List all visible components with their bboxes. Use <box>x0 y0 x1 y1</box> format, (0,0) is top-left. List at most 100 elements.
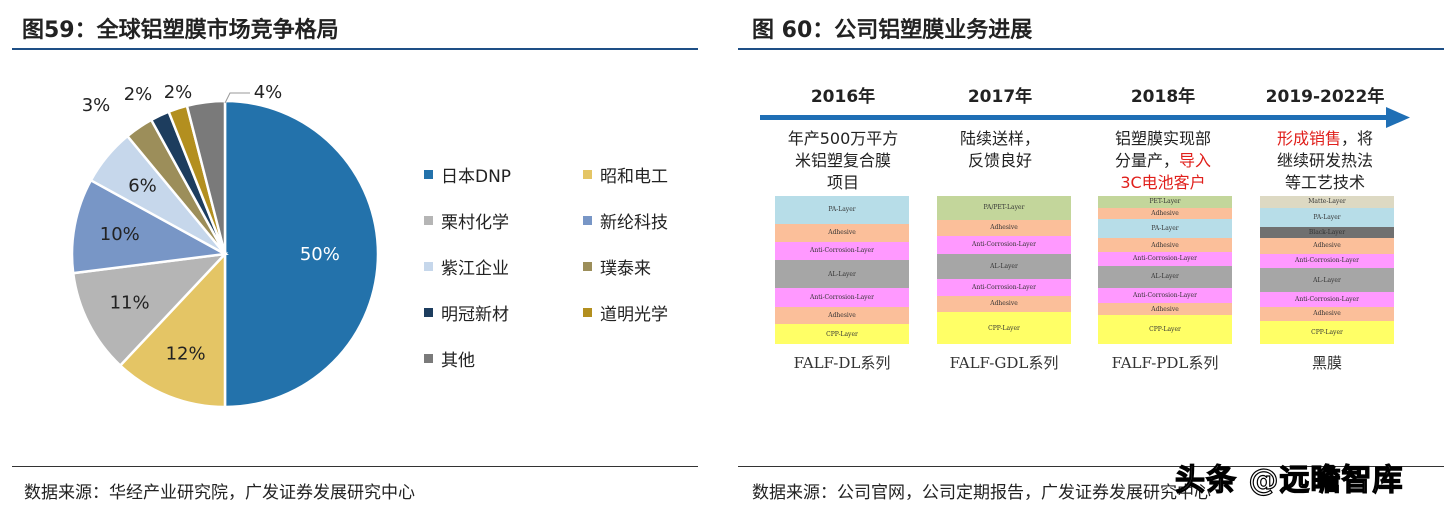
stage-description: 陆续送样， 反馈良好 <box>920 128 1080 172</box>
legend-label: 璞泰来 <box>600 259 651 279</box>
data-label: 50% <box>300 244 340 265</box>
left-panel-title: 图59：全球铝塑膜市场竞争格局 <box>22 18 339 43</box>
stage-description: 年产500万平方 米铝塑复合膜 项目 <box>763 128 923 194</box>
film-layer: CPP-Layer <box>1260 320 1394 344</box>
description-line: 3C电池客户 <box>1120 173 1206 192</box>
series-label: FALF-GDL系列 <box>949 354 1059 372</box>
film-layer: Anti-Corrosion-Layer <box>775 241 909 261</box>
stage-description: 形成销售，将 继续研发热法 等工艺技术 <box>1245 128 1405 194</box>
film-layer: Anti-Corrosion-Layer <box>775 288 909 307</box>
description-line: 年产500万平方 <box>787 129 899 148</box>
legend-label: 昭和电工 <box>600 167 668 187</box>
series-label: 黑膜 <box>1311 354 1342 372</box>
description-line: 铝塑膜实现部 <box>1114 129 1211 148</box>
layer-stack: PET-Layer Adhesive PA-Layer Adhesive Anti-Co… <box>1098 196 1232 345</box>
data-label: 10% <box>100 224 140 245</box>
film-layer: AL-Layer <box>775 260 909 289</box>
left-source-rule <box>12 466 698 467</box>
timeline-year: 2017年 <box>967 87 1033 107</box>
layer-stack: PA-Layer Adhesive Anti-Corrosion-Layer AL-L… <box>775 196 909 344</box>
data-label: 3% <box>82 95 111 116</box>
description-line: 陆续送样， <box>959 129 1040 148</box>
film-layer: AL-Layer <box>1260 268 1394 292</box>
film-layer: CPP-Layer <box>937 312 1071 344</box>
film-layer: Matte-Layer <box>1260 196 1394 208</box>
legend-item: 道明光学 <box>583 300 668 325</box>
layer-stack: PA/PET-Layer Adhesive Anti-Corrosion-Layer… <box>937 196 1071 344</box>
film-layer: AL-Layer <box>1098 265 1232 288</box>
timeline-arrow <box>760 107 1410 128</box>
legend-swatch <box>583 262 592 271</box>
description-line: 分量产，导入 <box>1114 151 1212 170</box>
series-label: FALF-PDL系列 <box>1111 354 1219 372</box>
legend-swatch <box>424 216 433 225</box>
data-label: 2% <box>164 82 193 103</box>
film-layer: PET-Layer <box>1098 196 1232 208</box>
legend-swatch <box>424 308 433 317</box>
legend-swatch <box>583 216 592 225</box>
film-layer: Anti-Corrosion-Layer <box>937 236 1071 254</box>
legend-label: 日本DNP <box>441 167 512 187</box>
legend-item: 日本DNP <box>424 162 511 187</box>
film-layer: Adhesive <box>937 295 1071 313</box>
series-label: FALF-DL系列 <box>793 354 891 372</box>
data-label: 4% <box>254 82 283 103</box>
legend-swatch <box>424 170 433 179</box>
legend-swatch <box>424 262 433 271</box>
legend-label: 栗村化学 <box>441 213 509 233</box>
film-layer: Anti-Corrosion-Layer <box>1098 252 1232 266</box>
film-layer: Adhesive <box>1260 237 1394 254</box>
film-layer: Adhesive <box>1098 207 1232 220</box>
data-label: 11% <box>110 293 150 314</box>
right-title-rule <box>738 48 1444 50</box>
legend-label: 明冠新材 <box>441 305 509 325</box>
description-line: 继续研发热法 <box>1276 151 1373 170</box>
film-layer: PA-Layer <box>775 196 909 224</box>
legend-item: 其他 <box>424 346 475 371</box>
legend-label: 道明光学 <box>600 305 668 325</box>
film-layer: Black-Layer <box>1260 226 1394 238</box>
pie-slice-0 <box>223 99 380 409</box>
timeline-year: 2019-2022年 <box>1265 87 1385 107</box>
timeline-year: 2018年 <box>1130 87 1196 107</box>
legend-label: 新纶科技 <box>600 213 668 233</box>
pie-chart: 50% 12% 11% 10% 6% 3% 2% 2% 4% <box>70 82 380 409</box>
legend-swatch <box>583 170 592 179</box>
pie-slice-8 <box>185 99 227 255</box>
leader-line <box>224 92 250 104</box>
legend-swatch <box>583 308 592 317</box>
film-layer: PA-Layer <box>1260 207 1394 227</box>
film-layer: AL-Layer <box>937 253 1071 280</box>
left-source: 数据来源：华经产业研究院，广发证券发展研究中心 <box>24 483 415 503</box>
data-label: 6% <box>128 176 157 197</box>
pie-slice-2 <box>71 252 229 368</box>
legend-item: 明冠新材 <box>424 300 509 325</box>
film-layer: Anti-Corrosion-Layer <box>937 279 1071 296</box>
watermark: 头条 @远瞻智库 <box>1174 462 1404 498</box>
description-line: 反馈良好 <box>967 151 1032 170</box>
description-line: 米铝塑复合膜 <box>794 151 891 170</box>
film-layer: CPP-Layer <box>1098 315 1232 345</box>
pie-slice-1 <box>118 250 227 409</box>
legend-label: 紫江企业 <box>441 259 509 279</box>
legend-item: 璞泰来 <box>583 254 651 279</box>
film-layer: PA-Layer <box>1098 219 1232 239</box>
legend-item: 新纶科技 <box>583 208 668 233</box>
data-label: 12% <box>166 344 206 365</box>
description-line: 等工艺技术 <box>1284 173 1365 192</box>
film-layer: Anti-Corrosion-Layer <box>1098 287 1232 303</box>
description-line: 形成销售，将 <box>1276 129 1374 148</box>
film-layer: Adhesive <box>937 219 1071 237</box>
film-layer: Adhesive <box>1260 306 1394 321</box>
film-layer: CPP-Layer <box>775 324 909 344</box>
timeline-year: 2016年 <box>810 87 876 107</box>
legend-item: 昭和电工 <box>583 162 668 187</box>
right-source-rule <box>738 466 1444 467</box>
legend-label: 其他 <box>441 351 475 371</box>
pie-slice-3 <box>70 178 229 275</box>
right-panel-title: 图 60：公司铝塑膜业务进展 <box>752 18 1033 43</box>
legend-item: 栗村化学 <box>424 208 509 233</box>
right-source: 数据来源：公司官网，公司定期报告，广发证券发展研究中心 <box>752 483 1211 503</box>
film-layer: Anti-Corrosion-Layer <box>1260 291 1394 307</box>
layer-stack: Matte-Layer PA-Layer Black-Layer Adhesive An… <box>1260 196 1394 344</box>
